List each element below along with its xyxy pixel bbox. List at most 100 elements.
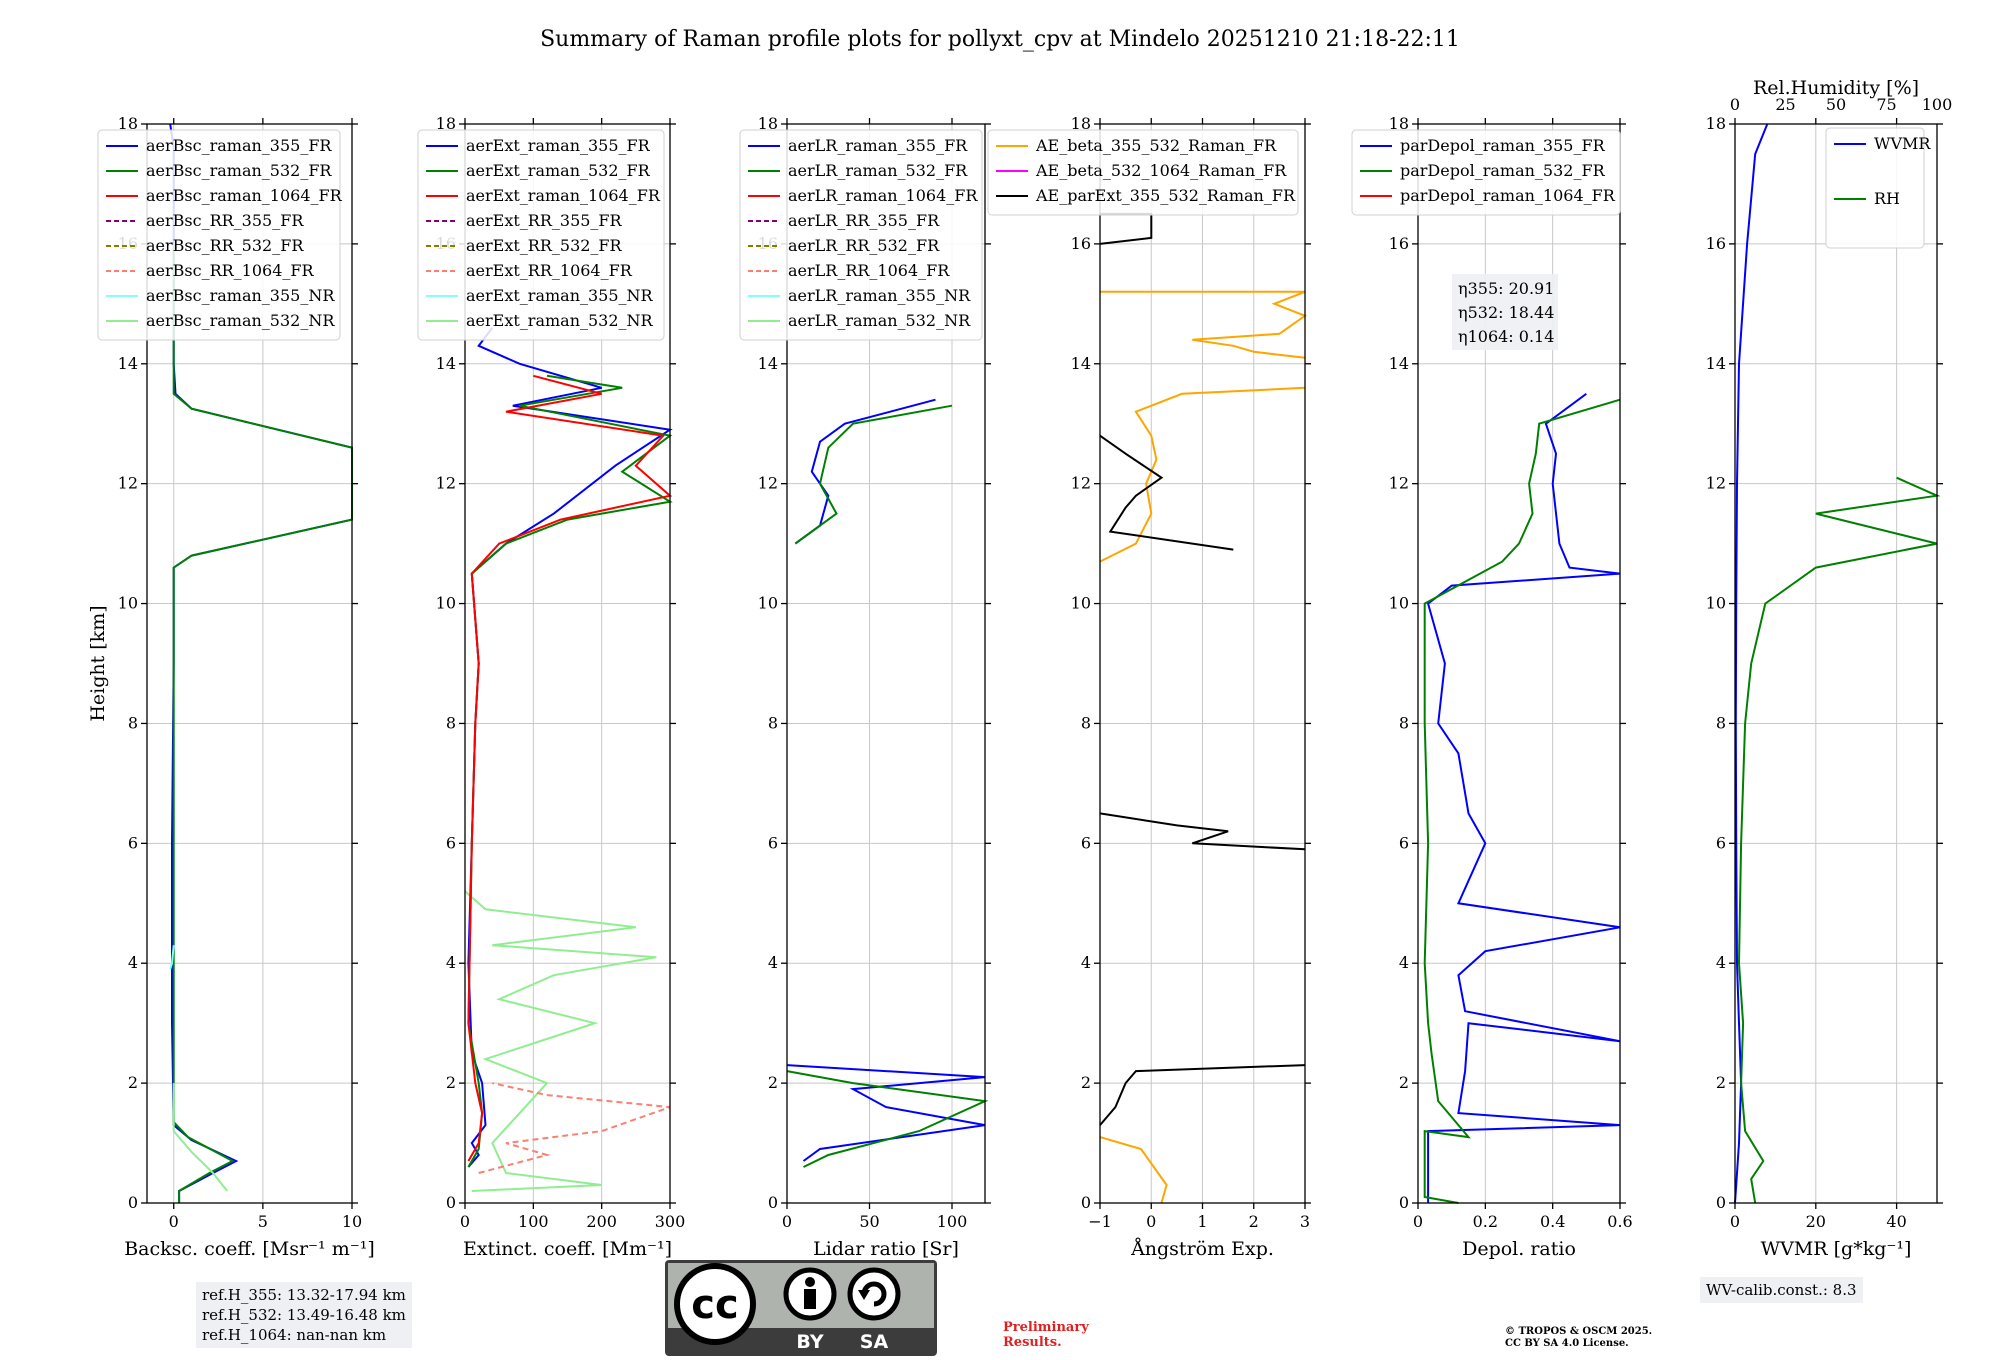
y-tick-label-0: 0 [128, 1193, 138, 1212]
wv-calibration-box: WV-calib.const.: 8.3 [1700, 1277, 1863, 1303]
y-tick-label-5: 10 [1706, 594, 1726, 613]
panel-water_vapor: 0 20 40 0 2 4 6 8 10 12 14 16 18 WVMR [g*kg⁻¹] 0 25 50 75… [1706, 77, 1953, 1260]
x-axis-label: WVMR [g*kg⁻¹] [1761, 1238, 1912, 1260]
series-AE_beta_355_532_Raman_FR-1 [1099, 386, 1306, 563]
series-AE_beta_355_532_Raman_FR-0 [1099, 1136, 1168, 1204]
y-tick-label-1: 2 [1081, 1073, 1091, 1092]
axes-frame [146, 123, 353, 1204]
legend-box [739, 129, 983, 341]
cc-license-badge: cc BY SA [665, 1260, 937, 1356]
panel-depolarization: 0 0.2 0.4 0.6 0 2 4 6 8 10 12 14 16 18 Depol. ratio par… [1351, 114, 1633, 1260]
legend: WVMR RH [1825, 127, 1931, 249]
y-tick-label-1: 2 [1399, 1073, 1409, 1092]
y-tick-label-7: 14 [118, 354, 138, 373]
preliminary-line-2: Results. [1003, 1335, 1062, 1350]
y-tick-label-4: 8 [128, 713, 138, 732]
top-tick-label-0: 0 [1730, 95, 1740, 114]
y-tick-label-3: 6 [446, 833, 456, 852]
series-AE_parExt_355_532_Raman_FR-5 [1099, 434, 1234, 551]
legend-label-2: aerBsc_raman_1064_FR [146, 186, 343, 205]
reference-height-box: ref.H_355: 13.32-17.94 km ref.H_532: 13.… [196, 1282, 412, 1348]
x-axis-label: Lidar ratio [Sr] [813, 1238, 959, 1260]
series-AE_parExt_355_532_Raman_FR-6 [1099, 212, 1153, 245]
y-tick-label-2: 4 [1399, 953, 1409, 972]
y-tick-label-4: 8 [1399, 713, 1409, 732]
legend-label-6: aerExt_raman_355_NR [466, 286, 654, 305]
y-tick-label-4: 8 [1081, 713, 1091, 732]
x-tick-label-1: 100 [518, 1212, 549, 1231]
y-tick-label-7: 14 [758, 354, 778, 373]
y-tick-label-3: 6 [1716, 833, 1726, 852]
x-tick-label-3: 2 [1249, 1212, 1259, 1231]
ref-line-1064: ref.H_1064: nan-nan km [202, 1326, 387, 1344]
legend: AE_beta_355_532_Raman_FR AE_beta_532_1064… [987, 129, 1299, 216]
y-tick-label-9: 18 [1389, 114, 1409, 133]
legend-label-4: aerExt_RR_532_FR [466, 236, 623, 255]
x-axis-label: Extinct. coeff. [Mm⁻¹] [463, 1238, 672, 1260]
legend-label-1: aerLR_raman_532_FR [788, 161, 968, 180]
legend-label-1: aerExt_raman_532_FR [466, 161, 651, 180]
x-tick-label-1: 20 [1806, 1212, 1826, 1231]
series-RH-1 [1737, 476, 1941, 1204]
series-aerExt_raman_1064_FR-4 [467, 374, 673, 1162]
legend: aerExt_raman_355_FR aerExt_raman_532_FRae… [417, 129, 665, 341]
y-tick-label-7: 14 [1706, 354, 1726, 373]
y-tick-label-3: 6 [768, 833, 778, 852]
y-tick-label-9: 18 [436, 114, 456, 133]
eta-annotation: η355: 20.91 η532: 18.44 η1064: 0.14 [1452, 274, 1558, 350]
top-tick-label-2: 50 [1826, 95, 1846, 114]
legend-box [987, 129, 1299, 216]
preliminary-line-1: Preliminary [1003, 1320, 1089, 1335]
y-tick-label-3: 6 [1399, 833, 1409, 852]
y-tick-label-7: 14 [1389, 354, 1409, 373]
y-tick-label-6: 12 [1071, 474, 1091, 493]
sa-label: SA [860, 1331, 889, 1353]
annotation-line-0: η355: 20.91 [1458, 279, 1554, 298]
top-axis-label: Rel.Humidity [%] [1753, 77, 1919, 99]
y-tick-label-7: 14 [436, 354, 456, 373]
top-tick-label-1: 25 [1775, 95, 1795, 114]
x-tick-label-1: 5 [258, 1212, 268, 1231]
series-aerExt_raman_532_FR-3 [467, 374, 673, 1168]
panel-extinction: 0100200300024681012141618Extinct. coeff.… [417, 114, 685, 1260]
annotation-line-1: η532: 18.44 [1458, 303, 1554, 322]
series-aerLR_raman_532_FR-3 [794, 404, 953, 545]
legend-box [1351, 129, 1621, 216]
y-axis-label: Height [km] [87, 605, 109, 721]
x-tick-label-4: 3 [1300, 1212, 1310, 1231]
axes-frame [1417, 123, 1621, 1204]
x-tick-label-3: 0.6 [1607, 1212, 1632, 1231]
legend-label-4: aerBsc_RR_532_FR [146, 236, 304, 255]
x-tick-label-0: −1 [1088, 1212, 1112, 1231]
y-tick-label-2: 4 [446, 953, 456, 972]
legend-label-0: aerLR_raman_355_FR [788, 136, 968, 155]
y-tick-label-4: 8 [1716, 713, 1726, 732]
series-aerExt_raman_532_NR-0 [464, 890, 657, 1192]
legend: parDepol_raman_355_FR parDepol_raman_532_… [1351, 129, 1621, 216]
y-tick-label-8: 16 [1071, 234, 1091, 253]
x-tick-label-2: 10 [342, 1212, 362, 1231]
legend-label-6: aerBsc_raman_355_NR [146, 286, 335, 305]
legend-label-7: aerLR_raman_532_NR [788, 311, 971, 330]
x-tick-label-0: 0 [1730, 1212, 1740, 1231]
wv-calib-text: WV-calib.const.: 8.3 [1706, 1281, 1857, 1299]
copyright-note: © TROPOS & OSCM 2025. CC BY SA 4.0 Licen… [1505, 1326, 1652, 1350]
x-axis-label: Ångström Exp. [1130, 1238, 1274, 1260]
y-tick-label-2: 4 [128, 953, 138, 972]
y-tick-label-7: 14 [1071, 354, 1091, 373]
y-tick-label-1: 2 [768, 1073, 778, 1092]
legend-label-1: aerBsc_raman_532_FR [146, 161, 332, 180]
legend: aerLR_raman_355_FR aerLR_raman_532_FR aerL… [739, 129, 983, 341]
legend-label-2: aerLR_raman_1064_FR [788, 186, 978, 205]
by-label: BY [796, 1331, 823, 1353]
y-tick-label-0: 0 [1716, 1193, 1726, 1212]
series-AE_parExt_355_532_Raman_FR-4 [1099, 812, 1306, 851]
axes-frame [1734, 123, 1938, 1204]
legend-label-7: aerBsc_raman_532_NR [146, 311, 335, 330]
x-tick-label-2: 40 [1886, 1212, 1906, 1231]
x-tick-label-0: 0 [460, 1212, 470, 1231]
x-axis-label: Depol. ratio [1462, 1238, 1576, 1260]
y-tick-label-6: 12 [1706, 474, 1726, 493]
y-tick-label-8: 16 [1389, 234, 1409, 253]
